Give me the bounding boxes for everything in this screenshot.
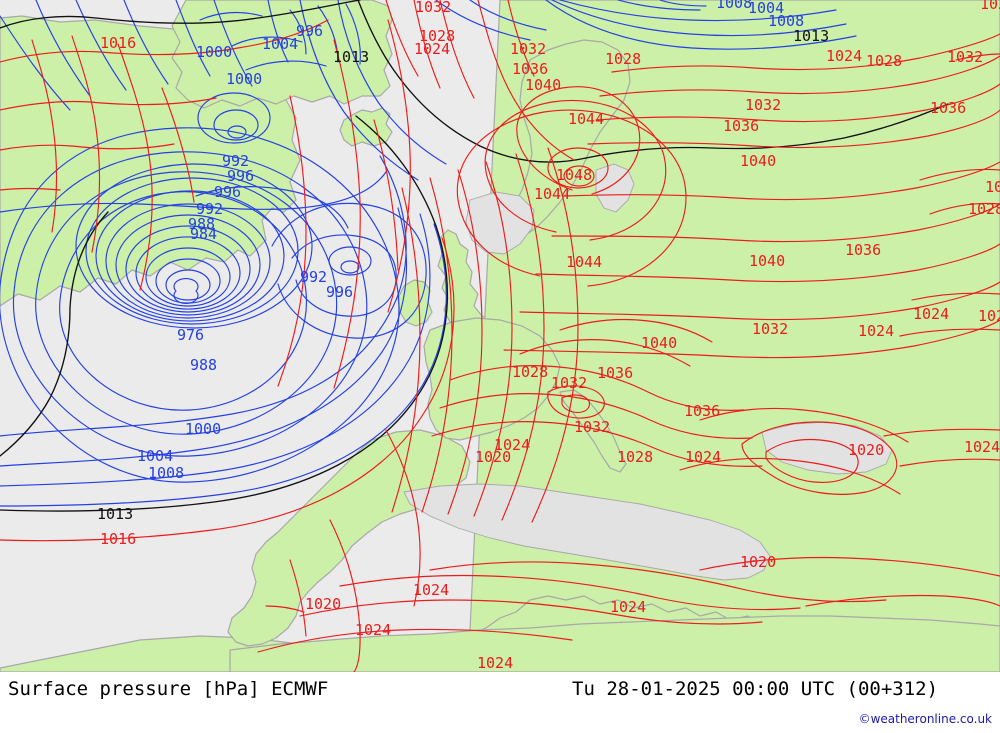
isobar-label: 1000 [226,70,262,88]
isobar-label: 1013 [793,27,829,45]
isobar-label: 1028 [419,27,455,45]
isobar-label: 1024 [414,40,450,58]
land-north-africa [229,615,1000,672]
isobar-label: 996 [296,22,323,40]
isobar-label: 1028 [866,52,902,70]
isobar-label: 1024 [355,621,391,639]
isobar-label: 1020 [305,595,341,613]
isobars-high-pressure [0,0,1000,672]
north-sea [465,191,535,255]
isobar-label: 976 [177,326,204,344]
isobar-label: 1020 [848,441,884,459]
isobar-label: 1036 [597,364,633,382]
isobar-label: 1040 [641,334,677,352]
inland-waters [403,163,893,581]
map-footer: Surface pressure [hPa] ECMWF Tu 28-01-20… [0,672,1000,733]
isobar-label: 996 [326,283,353,301]
isobar-label: 1036 [723,117,759,135]
isobar-label: 1036 [985,178,1000,196]
isobar-label: 1024 [477,654,513,672]
isobar-label: 1024 [610,598,646,616]
isobar-label: 1013 [333,48,369,66]
isobar-label: 1032 [752,320,788,338]
isobar-label: 1028 [512,363,548,381]
isobar-label: 1004 [748,0,784,17]
land-italy [559,389,627,473]
footer-datetime: Tu 28-01-2025 00:00 UTC (00+312) [572,678,939,700]
isobar-label: 1004 [262,35,298,53]
isobar-label: 1040 [740,152,776,170]
isobar-label: 1044 [566,253,602,271]
isobar-label: 1024 [494,436,530,454]
isobar-label: 1044 [534,185,570,203]
isobar-label: 1020 [475,448,511,466]
isobar-label: 984 [190,225,217,243]
pressure-map[interactable]: 1016 1004 996 1000 1000 1013 1032 1028 1024 1032 1… [0,0,1000,672]
isobar-label: 988 [188,215,215,233]
isobar-label: 1024 [858,322,894,340]
isobar-label: 1036 [684,402,720,420]
footer-credit: ©weatheronline.co.uk [858,712,992,726]
isobar-label: 1040 [749,252,785,270]
isobar-label: 1044 [568,110,604,128]
isobar-label: 1000 [196,43,232,61]
land-western-europe [423,317,561,441]
isobar-label: 1024 [978,307,1000,325]
isobar-label: 1032 [510,40,546,58]
isobar-label: 1016 [100,530,136,548]
isobar-label: 1024 [913,305,949,323]
isobar-label: 1000 [185,420,221,438]
land-greenland [171,0,393,109]
isobar-label: 1004 [137,447,173,465]
isobar-label: 988 [190,356,217,374]
isobar-label: 1028 [605,50,641,68]
isobar-label: 1024 [826,47,862,65]
isobar-label: 1016 [100,34,136,52]
isobar-label: 1008 [148,464,184,482]
land-scandinavia [509,39,631,237]
isobar-label: 1013 [97,505,133,523]
isobar-label: 1048 [556,166,592,184]
footer-title: Surface pressure [hPa] ECMWF [8,678,329,700]
isobar-label: 1032 [947,48,983,66]
isobar-label: 1008 [768,12,804,30]
isobar-label: 992 [196,200,223,218]
isobars-low-pressure [0,0,857,507]
isobar-label: 1032 [574,418,610,436]
isobar-label: 1024 [964,438,1000,456]
isobar-label: 1032 [745,96,781,114]
isobar-label: 1028 [968,200,1000,218]
isobar-label: 1040 [525,76,561,94]
isobar-label: 1036 [845,241,881,259]
isobar-label: 1024 [685,448,721,466]
isobar-label: 996 [214,183,241,201]
isobar-label: 1032 [415,0,451,16]
isobar-label: 992 [222,152,249,170]
isobar-label: 1008 [716,0,752,12]
isobar-label: 1024 [413,581,449,599]
isobar-label: 996 [227,167,254,185]
isobar-label: 1032 [551,374,587,392]
mediterranean-sea [403,483,771,581]
isobar-label: 1036 [512,60,548,78]
isobar-label: 1020 [740,553,776,571]
isobar-label: 992 [300,268,327,286]
isobar-label: 1024 [980,0,1000,13]
isobar-label: 1036 [930,99,966,117]
isobar-label: 1028 [617,448,653,466]
